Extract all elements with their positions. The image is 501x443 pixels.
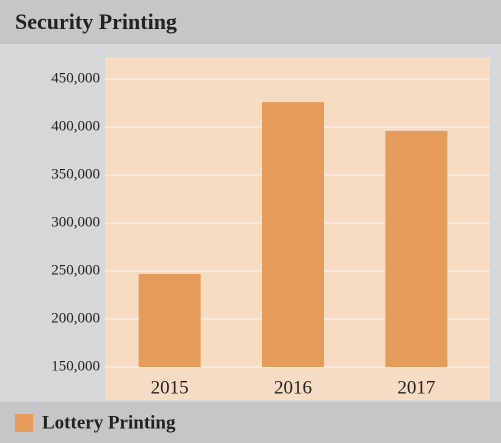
bar: [138, 273, 201, 367]
y-tick-label: 250,000: [51, 262, 100, 278]
bar: [385, 130, 448, 367]
x-tick-label: 2016: [274, 377, 312, 398]
y-tick-label: 150,000: [51, 358, 100, 374]
y-tick-label: 450,000: [51, 71, 100, 87]
title-bar: [0, 0, 501, 44]
chart-title: Security Printing: [15, 9, 177, 34]
x-tick-label: 2017: [397, 377, 435, 398]
y-tick-label: 400,000: [51, 119, 100, 135]
y-tick-label: 200,000: [51, 310, 100, 326]
bar: [262, 102, 324, 368]
y-tick-label: 300,000: [51, 214, 100, 230]
x-tick-label: 2015: [151, 377, 189, 398]
legend-label: Lottery Printing: [42, 412, 176, 433]
legend-bar: [0, 402, 501, 443]
y-tick-label: 350,000: [51, 167, 100, 183]
legend-swatch: [15, 414, 33, 432]
